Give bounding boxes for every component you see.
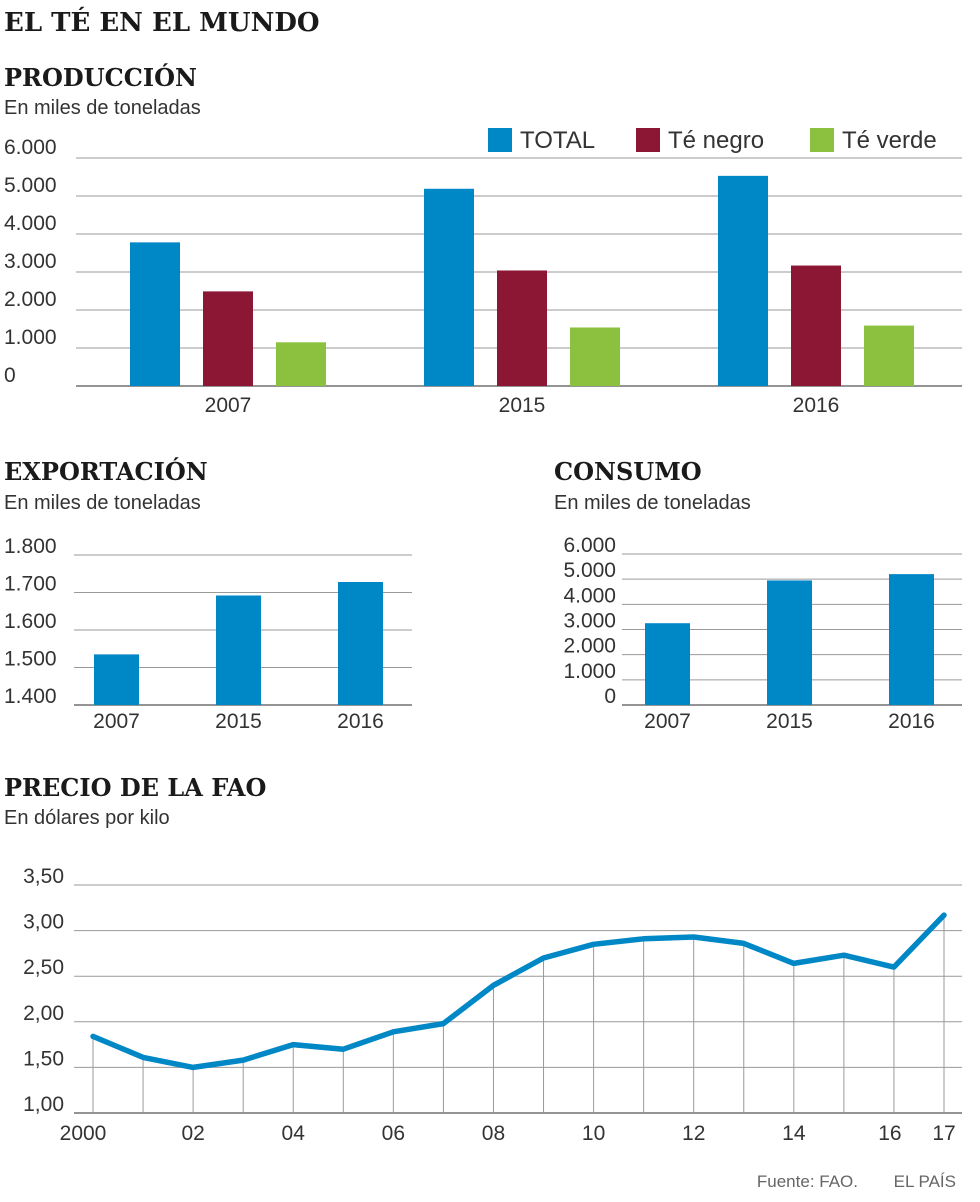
consumption-title: CONSUMO [554,457,702,486]
consumption-xtick-label: 2016 [888,710,935,733]
consumption-ytick-label: 5.000 [563,559,616,582]
price-xtick-label: 2000 [60,1122,107,1145]
production-ytick-label: 3.000 [4,250,57,273]
production-legend-swatch [488,128,512,152]
consumption-ytick-label: 2.000 [563,635,616,658]
price-ytick-label: 2,50 [23,956,64,979]
production-bar [276,342,326,386]
production-bar [497,270,547,386]
production-bar [864,325,914,386]
price-xtick-label: 04 [282,1122,306,1145]
export-xtick-label: 2007 [93,710,140,733]
production-bar [130,242,180,386]
export-ytick-label: 1.400 [4,685,57,708]
consumption-bar [767,580,812,705]
consumption-ytick-label: 6.000 [563,534,616,557]
production-legend-label: Té negro [668,127,764,154]
production-bar [203,291,253,386]
export-ytick-label: 1.600 [4,610,57,633]
production-xtick-label: 2007 [205,394,252,417]
production-bar [718,175,768,386]
production-ytick-label: 2.000 [4,288,57,311]
consumption-bar [889,574,934,705]
export-subtitle: En miles de toneladas [4,492,201,514]
page-title: EL TÉ EN EL MUNDO [4,6,320,38]
price-ytick-label: 3,50 [23,865,64,888]
consumption-bar [645,623,690,705]
consumption-xtick-label: 2015 [766,710,813,733]
export-bar [216,595,261,705]
export-ytick-label: 1.700 [4,573,57,596]
production-ytick-label: 5.000 [4,174,57,197]
price-xtick-label: 16 [878,1122,901,1145]
consumption-ytick-label: 1.000 [563,660,616,683]
price-chart: PRECIO DE LA FAO En dólares por kilo 1,0… [4,773,962,1145]
consumption-ytick-label: 0 [604,685,616,708]
production-xtick-label: 2016 [793,394,840,417]
export-title: EXPORTACIÓN [4,457,208,486]
export-chart: EXPORTACIÓN En miles de toneladas 1.400 1… [4,457,412,733]
price-xtick-label: 02 [181,1122,204,1145]
export-bar [94,654,139,705]
consumption-xtick-label: 2007 [644,710,691,733]
export-xtick-label: 2015 [215,710,262,733]
export-ytick-label: 1.500 [4,648,57,671]
consumption-chart: CONSUMO En miles de toneladas 01.0002.00… [554,457,962,733]
price-ytick-label: 3,00 [23,911,64,934]
price-xtick-label: 10 [582,1122,605,1145]
consumption-subtitle: En miles de toneladas [554,492,751,514]
production-xtick-label: 2015 [499,394,546,417]
production-bar [791,265,841,386]
price-subtitle: En dólares por kilo [4,807,170,829]
production-ytick-label: 6.000 [4,136,57,159]
price-xtick-label: 12 [682,1122,705,1145]
production-title: PRODUCCIÓN [4,63,197,92]
production-ytick-label: 1.000 [4,326,57,349]
price-xtick-label: 08 [482,1122,505,1145]
price-ytick-label: 2,00 [23,1002,64,1025]
price-xtick-label: 14 [782,1122,806,1145]
production-chart: PRODUCCIÓN En miles de toneladas 0 1.000 2… [4,63,962,417]
production-ytick-label: 0 [4,364,16,387]
production-bar [424,188,474,386]
price-xtick-label: 06 [382,1122,405,1145]
production-bar [570,327,620,386]
export-bar [338,582,383,705]
production-legend-swatch [636,128,660,152]
price-title: PRECIO DE LA FAO [4,773,266,802]
footer-credit: EL PAÍS [894,1172,956,1191]
price-series-line [90,912,947,1071]
production-legend-label: TOTAL [520,127,595,154]
production-ytick-label: 4.000 [4,212,57,235]
export-xtick-label: 2016 [337,710,384,733]
price-ytick-label: 1,00 [23,1093,64,1116]
consumption-ytick-label: 4.000 [563,584,616,607]
production-subtitle: En miles de toneladas [4,97,201,119]
footer-source: Fuente: FAO. [757,1172,858,1191]
export-ytick-label: 1.800 [4,535,57,558]
consumption-ytick-label: 3.000 [563,610,616,633]
production-legend-label: Té verde [842,127,937,154]
production-legend-swatch [810,128,834,152]
price-xtick-label: 17 [932,1122,955,1145]
price-ytick-label: 1,50 [23,1047,64,1070]
